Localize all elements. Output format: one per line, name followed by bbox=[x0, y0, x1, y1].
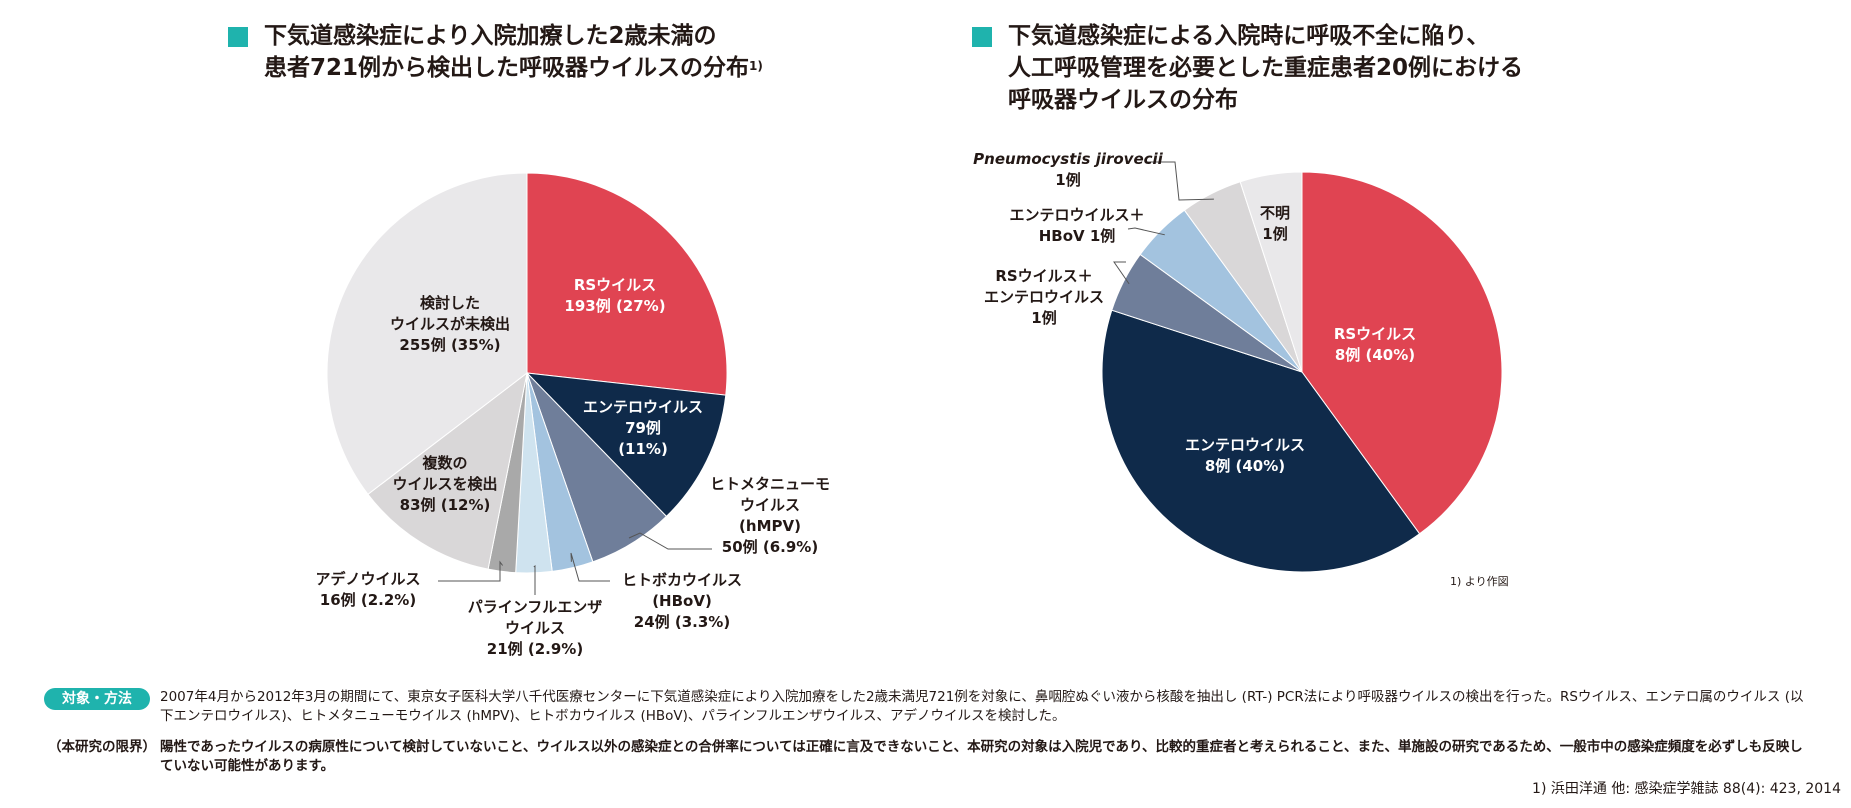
right-pie-chart: RSウイルス 8例 (40%) エンテロウイルス 8例 (40%) RSウイルス＋ エンテ… bbox=[973, 150, 1503, 573]
method-tag: 対象・方法 bbox=[44, 688, 150, 710]
left-leader-2 bbox=[628, 532, 712, 550]
left-label-4: パラインフルエンザウイルス 21例 (2.9%) bbox=[468, 598, 603, 658]
left-label-2-line-1: ウイルス bbox=[740, 496, 800, 514]
reference: 1) 浜田洋通 他: 感染症学雑誌 88(4): 423, 2014 bbox=[1532, 781, 1841, 797]
right-label-4-line-0: Pneumocystis jirovecii bbox=[973, 150, 1163, 168]
left-leader-4 bbox=[533, 564, 536, 595]
left-label-3: ヒトボカウイルス (HBoV) 24例 (3.3%) bbox=[622, 571, 742, 631]
source-note: 1) より作図 bbox=[1450, 575, 1509, 588]
title-marker-square bbox=[228, 27, 248, 47]
left-label-7-line-1: ウイルスが未検出 bbox=[390, 315, 510, 333]
left-label-3-line-1: (HBoV) bbox=[652, 592, 712, 610]
left-slice-7 bbox=[326, 172, 528, 495]
right-title-line2: 人工呼吸管理を必要とした重症患者20例における bbox=[1008, 55, 1524, 81]
right-label-3: エンテロウイルス＋ HBoV 1例 bbox=[1009, 206, 1144, 245]
left-label-1: エンテロウイルス 79例 (11%) bbox=[583, 398, 703, 458]
left-label-5-line-1: 16例 (2.2%) bbox=[320, 591, 416, 609]
right-label-4-line-1: 1例 bbox=[1055, 171, 1080, 189]
left-label-1-line-0: エンテロウイルス bbox=[583, 398, 703, 416]
left-label-5: アデノウイルス 16例 (2.2%) bbox=[315, 570, 420, 609]
left-label-6-line-0: 複数の bbox=[421, 454, 467, 472]
left-leader-3 bbox=[570, 552, 610, 582]
right-slice-1 bbox=[1101, 309, 1421, 573]
right-title-line1: 下気道感染症による入院時に呼吸不全に陥り、 bbox=[1008, 23, 1490, 49]
right-label-0: RSウイルス 8例 (40%) bbox=[1334, 325, 1416, 364]
right-label-1-line-0: エンテロウイルス bbox=[1185, 436, 1305, 454]
right-label-3-line-0: エンテロウイルス＋ bbox=[1009, 206, 1144, 224]
left-label-2-line-3: 50例 (6.9%) bbox=[722, 538, 818, 556]
left-leader-5 bbox=[438, 560, 504, 582]
method-text: 2007年4月から2012年3月の期間にて、東京女子医科大学八千代医療センターに… bbox=[160, 689, 1804, 724]
left-label-0-line-1: 193例 (27%) bbox=[564, 297, 665, 315]
right-label-2-line-2: 1例 bbox=[1031, 309, 1056, 327]
right-label-3-line-1: HBoV 1例 bbox=[1039, 227, 1116, 245]
left-title-line1: 下気道感染症により入院加療した2歳未満の bbox=[264, 23, 717, 49]
left-label-1-line-1: 79例 bbox=[625, 419, 661, 437]
left-label-4-line-2: 21例 (2.9%) bbox=[487, 640, 583, 658]
right-leader-4 bbox=[1147, 161, 1214, 201]
right-label-1-line-1: 8例 (40%) bbox=[1205, 457, 1285, 475]
right-slice-5 bbox=[1239, 171, 1303, 373]
left-label-2-line-2: (hMPV) bbox=[739, 517, 801, 535]
right-label-1: エンテロウイルス 8例 (40%) bbox=[1185, 436, 1305, 475]
left-label-0: RSウイルス 193例 (27%) bbox=[564, 276, 665, 315]
right-leader-3 bbox=[1127, 227, 1165, 236]
right-slice-0 bbox=[1301, 171, 1503, 535]
left-slice-0 bbox=[526, 172, 728, 396]
left-label-7-line-2: 255例 (35%) bbox=[399, 336, 500, 354]
left-title-footnote-mark: 1) bbox=[749, 59, 763, 73]
left-label-7: 検討したウイルスが未検出 255例 (35%) bbox=[390, 294, 510, 354]
title-marker-square bbox=[972, 27, 992, 47]
left-label-3-line-0: ヒトボカウイルス bbox=[622, 571, 742, 589]
left-label-1-line-2: (11%) bbox=[618, 440, 668, 458]
left-slice-1 bbox=[525, 372, 727, 518]
left-label-2-line-0: ヒトメタニューモ bbox=[710, 475, 830, 493]
right-label-2-line-0: RSウイルス＋ bbox=[995, 267, 1092, 285]
left-label-6-line-1: ウイルスを検出 bbox=[392, 475, 497, 493]
right-leader-2 bbox=[1113, 261, 1130, 285]
right-label-2: RSウイルス＋ エンテロウイルス 1例 bbox=[984, 267, 1104, 327]
right-label-5-line-1: 1例 bbox=[1262, 225, 1287, 243]
right-label-0-line-1: 8例 (40%) bbox=[1335, 346, 1415, 364]
left-title-line2: 患者721例から検出した呼吸器ウイルスの分布 bbox=[264, 55, 750, 81]
left-label-6-line-2: 83例 (12%) bbox=[400, 496, 491, 514]
right-label-4: Pneumocystis jirovecii 1例 bbox=[973, 150, 1163, 189]
left-pie-chart: RSウイルス 193例 (27%) エンテロウイルス 79例 (11%) ヒトメタニューモ… bbox=[315, 172, 830, 658]
left-label-6: 複数のウイルスを検出 83例 (12%) bbox=[392, 454, 497, 514]
left-label-4-line-1: ウイルス bbox=[505, 619, 565, 637]
right-title-line3: 呼吸器ウイルスの分布 bbox=[1008, 87, 1238, 113]
left-slice-6 bbox=[367, 371, 528, 570]
right-label-5: 不明 1例 bbox=[1260, 204, 1290, 243]
limitation-tag: （本研究の限界） bbox=[48, 739, 156, 755]
right-label-5-line-0: 不明 bbox=[1260, 204, 1290, 222]
left-label-2: ヒトメタニューモウイルス (hMPV) 50例 (6.9%) bbox=[710, 475, 830, 556]
left-label-5-line-0: アデノウイルス bbox=[315, 570, 420, 588]
right-label-0-line-0: RSウイルス bbox=[1334, 325, 1416, 343]
left-label-7-line-0: 検討した bbox=[420, 294, 480, 312]
left-label-4-line-0: パラインフルエンザ bbox=[468, 598, 603, 616]
left-label-0-line-0: RSウイルス bbox=[574, 276, 656, 294]
limitation-text: 陽性であったウイルスの病原性について検討していないこと、ウイルス以外の感染症との… bbox=[160, 739, 1803, 774]
right-label-2-line-1: エンテロウイルス bbox=[984, 288, 1104, 306]
left-label-3-line-2: 24例 (3.3%) bbox=[634, 613, 730, 631]
